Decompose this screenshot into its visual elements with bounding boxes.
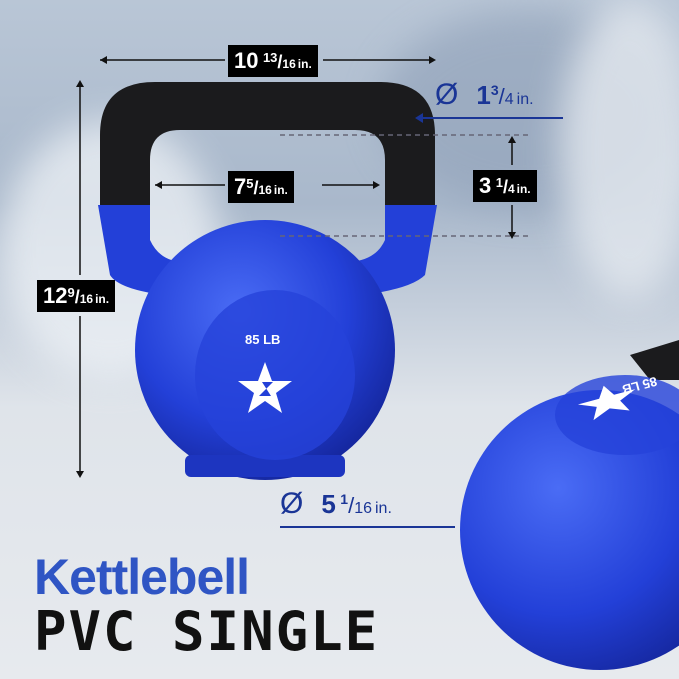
bell-body	[460, 390, 679, 670]
overall-width-label: 10 13/16 in.	[228, 45, 318, 77]
diameter-icon: Ø	[280, 487, 304, 520]
overall-height-label: 12 9/16 in.	[37, 280, 116, 312]
mist-cloud	[560, 0, 679, 300]
denominator: 16	[258, 183, 272, 197]
whole: 7	[234, 174, 247, 199]
main-kettlebell	[98, 82, 437, 480]
slash: /	[498, 84, 505, 109]
unit: in.	[273, 183, 288, 197]
star-logo-icon	[577, 385, 636, 421]
unit: in.	[297, 57, 312, 71]
whole: 3	[479, 173, 492, 198]
whole: 10	[234, 48, 259, 73]
numerator: 5	[246, 176, 254, 191]
denominator: 16	[79, 292, 94, 306]
weight-label: 85 LB	[245, 332, 281, 347]
star-logo-icon	[238, 362, 292, 413]
blue-dimension-lines	[280, 113, 563, 528]
numerator: 1	[495, 175, 503, 190]
slash: /	[253, 178, 259, 198]
numerator: 13	[262, 50, 278, 65]
handle-clearance-label: 3 1/4 in.	[473, 170, 537, 202]
unit: in.	[374, 500, 392, 517]
slash: /	[502, 177, 508, 197]
unit: in.	[95, 292, 110, 306]
slash: /	[74, 287, 80, 307]
whole: 1	[476, 80, 491, 110]
arrowheads	[76, 56, 516, 478]
denominator: 4	[507, 182, 515, 196]
product-title-line2: PVC SINGLE	[34, 600, 380, 663]
second-kettlebell	[460, 340, 679, 670]
numerator: 1	[340, 491, 349, 507]
numerator: 3	[490, 82, 499, 98]
dimension-lines	[79, 59, 530, 476]
handle-inner-width-label: 7 5/16 in.	[228, 171, 294, 203]
denominator: 4	[504, 91, 514, 108]
denominator: 16	[354, 500, 372, 517]
handle	[100, 82, 435, 210]
unit: in.	[516, 182, 531, 196]
slash: /	[348, 493, 355, 518]
product-title-line1: Kettlebell	[34, 549, 250, 605]
denominator: 16	[282, 57, 296, 71]
diameter-icon: Ø	[435, 78, 459, 111]
whole: 12	[43, 283, 68, 308]
numerator: 9	[67, 285, 75, 300]
slash: /	[277, 52, 283, 72]
unit: in.	[516, 91, 534, 108]
handle-diameter-label: Ø 1 3/4 in.	[435, 78, 534, 112]
whole: 5	[321, 489, 336, 519]
